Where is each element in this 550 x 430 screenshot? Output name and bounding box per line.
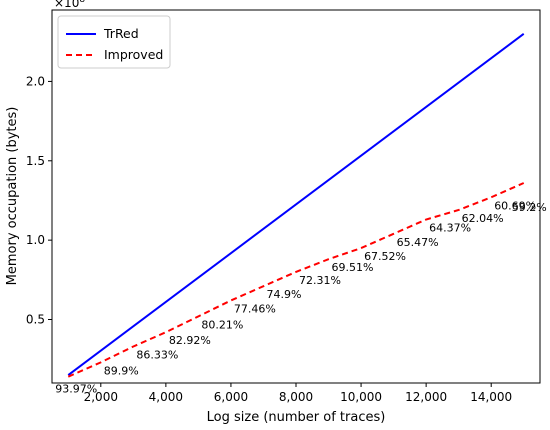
percentage-label: 89.9% (104, 364, 139, 377)
series-line-trred (67, 33, 525, 376)
legend-label-trred: TrRed (103, 26, 139, 41)
percentage-label: 80.21% (201, 318, 243, 331)
y-tick-label: 1.5 (26, 154, 45, 168)
percentage-label: 93.97% (55, 383, 97, 396)
y-tick-label: 1.0 (26, 233, 45, 247)
x-tick-label: 2,000 (84, 390, 118, 404)
x-tick-label: 14,000 (470, 390, 512, 404)
percentage-label: 77.46% (234, 302, 276, 315)
plot-area (51, 9, 541, 384)
y-axis-ticks: 0.5 1.0 1.5 2.0 (26, 74, 52, 327)
percentage-label: 67.52% (364, 250, 406, 263)
x-tick-label: 12,000 (405, 390, 447, 404)
x-tick-label: 8,000 (279, 390, 313, 404)
percentage-label: 60.69% (494, 199, 536, 212)
percentage-label: 86.33% (136, 348, 178, 361)
x-tick-label: 10,000 (340, 390, 382, 404)
percentage-label: 64.37% (429, 222, 471, 235)
series-layer (67, 33, 525, 378)
x-tick-label: 6,000 (214, 390, 248, 404)
percentage-label: 72.31% (299, 274, 341, 287)
y-tick-label: 0.5 (26, 313, 45, 327)
percentage-label: 74.9% (266, 288, 301, 301)
y-multiplier-label: ×108 (54, 0, 85, 10)
percentage-label: 62.04% (462, 212, 504, 225)
percentage-label: 69.51% (332, 261, 374, 274)
legend: TrRed Improved (57, 15, 171, 69)
x-axis-ticks: 2,000 4,000 6,000 8,000 10,000 12,000 14,000 (84, 383, 512, 404)
legend-label-improved: Improved (104, 47, 163, 62)
percentage-label: 65.47% (397, 236, 439, 249)
percentage-label: 82.92% (169, 334, 211, 347)
y-axis-label: Memory occupation (bytes) (5, 107, 20, 286)
percentage-labels: 93.97% 89.9% 86.33%82.92% 80.21% 77.46%74.9%… (55, 199, 546, 395)
y-tick-label: 2.0 (26, 74, 45, 88)
series-line-improved (67, 182, 525, 378)
x-tick-label: 4,000 (149, 390, 183, 404)
x-axis-label: Log size (number of traces) (207, 410, 386, 425)
percentage-label: 59.2% (512, 201, 547, 214)
